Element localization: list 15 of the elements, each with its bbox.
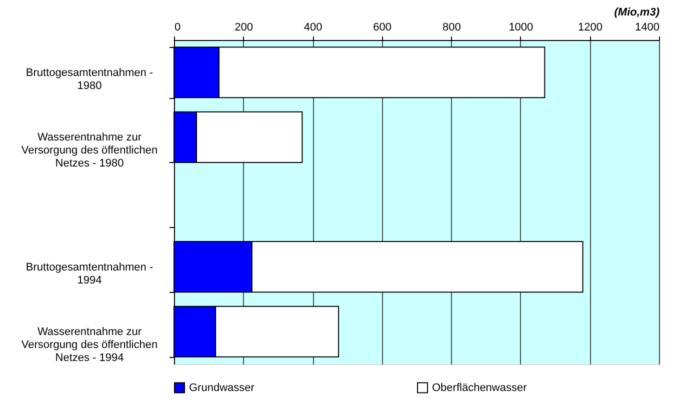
x-tick-label: 1000 <box>508 22 534 34</box>
y-tick-label: Bruttogesamtentnahmen - 1994 <box>26 261 154 286</box>
y-tick-label: Wasserentnahme zur Versorgung des öffentlichen Netzes - 1980 <box>21 132 158 170</box>
legend-label: Oberflächenwasser <box>432 382 528 394</box>
x-tick-label: 400 <box>304 22 322 34</box>
x-tick-label: 0 <box>174 22 181 34</box>
x-axis-title: (Mio,m3) <box>614 6 660 18</box>
legend-label: Grundwasser <box>189 382 255 394</box>
x-tick-label: 1400 <box>635 22 660 34</box>
x-tick-label: 200 <box>234 22 253 34</box>
x-tick-label: 800 <box>442 22 461 34</box>
x-tick-label: 600 <box>373 22 392 34</box>
y-tick-label: Wasserentnahme zur Versorgung des öffentlichen Netzes - 1994 <box>21 326 158 364</box>
y-tick-label: Bruttogesamtentnahmen - 1980 <box>26 66 154 92</box>
x-tick-label: 1200 <box>578 22 602 34</box>
